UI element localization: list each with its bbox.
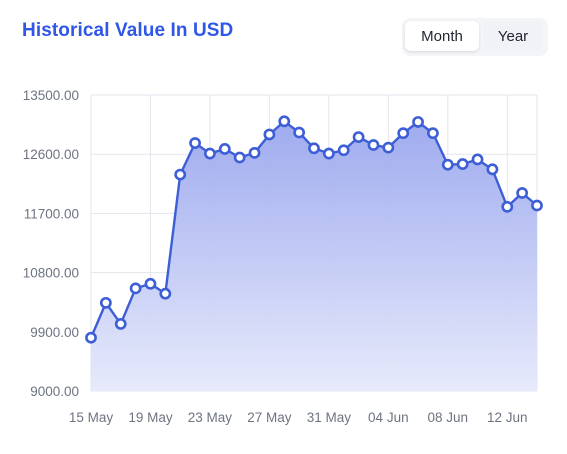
data-point[interactable] <box>204 147 216 160</box>
x-tick-label: 12 Jun <box>487 410 528 425</box>
data-point[interactable] <box>352 131 365 143</box>
data-point[interactable] <box>456 158 469 170</box>
data-point[interactable] <box>382 141 395 154</box>
x-tick-label: 27 May <box>247 410 292 425</box>
data-point[interactable] <box>441 158 454 171</box>
y-tick-label: 13500.00 <box>23 88 79 103</box>
data-point[interactable] <box>218 143 231 155</box>
data-point[interactable] <box>263 128 276 141</box>
data-point[interactable] <box>471 153 484 166</box>
y-tick-label: 11700.00 <box>24 206 79 221</box>
y-tick-label: 9900.00 <box>30 325 79 340</box>
data-point[interactable] <box>174 168 187 181</box>
x-tick-label: 08 Jun <box>428 410 469 425</box>
data-point[interactable] <box>308 142 320 155</box>
period-toggle: Month Year <box>402 18 548 56</box>
data-point[interactable] <box>516 187 529 199</box>
data-point[interactable] <box>293 126 306 139</box>
data-point[interactable] <box>159 287 172 300</box>
data-point[interactable] <box>322 147 335 160</box>
month-button[interactable]: Month <box>405 21 479 51</box>
data-point[interactable] <box>427 127 439 140</box>
data-point[interactable] <box>337 144 350 157</box>
data-point[interactable] <box>129 282 142 295</box>
chart-title: Historical Value In USD <box>22 20 234 41</box>
data-point[interactable] <box>531 199 543 212</box>
data-point[interactable] <box>367 139 380 151</box>
x-tick-label: 15 May <box>69 410 114 425</box>
data-point[interactable] <box>278 115 291 128</box>
year-button[interactable]: Year <box>483 21 543 51</box>
data-point[interactable] <box>233 151 246 164</box>
x-tick-label: 31 May <box>307 410 352 425</box>
data-point[interactable] <box>397 127 410 140</box>
x-tick-label: 04 Jun <box>368 410 409 425</box>
series-area <box>91 121 537 392</box>
data-point[interactable] <box>114 318 127 330</box>
y-tick-label: 9000.00 <box>30 384 79 399</box>
data-point[interactable] <box>248 146 261 159</box>
data-point[interactable] <box>85 331 97 344</box>
y-tick-label: 10800.00 <box>23 266 79 281</box>
data-point[interactable] <box>99 296 112 309</box>
data-point[interactable] <box>501 200 514 213</box>
y-tick-label: 12600.00 <box>23 147 79 162</box>
data-point[interactable] <box>189 137 201 149</box>
x-tick-label: 23 May <box>188 410 233 425</box>
data-point[interactable] <box>144 277 157 290</box>
x-tick-label: 19 May <box>128 410 173 425</box>
data-point[interactable] <box>412 116 424 128</box>
data-point[interactable] <box>486 163 499 176</box>
